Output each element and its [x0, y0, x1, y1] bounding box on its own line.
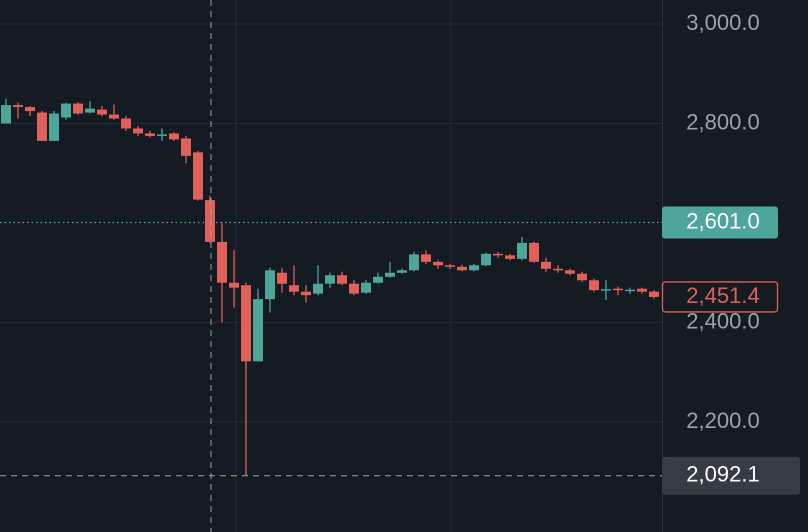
candle-body [241, 285, 251, 362]
candle-body [265, 270, 275, 300]
candle-body [445, 265, 455, 267]
candle-body [325, 275, 335, 284]
candle-body [493, 253, 503, 256]
candle-body [457, 266, 467, 271]
candle-body [253, 299, 263, 362]
candle-body [61, 103, 71, 118]
marker-price-box [662, 206, 778, 239]
candle-body [85, 108, 95, 113]
candle-body [73, 103, 83, 114]
candle-body [349, 283, 359, 294]
grid [0, 23, 662, 423]
candle-body [625, 289, 635, 292]
crosshair-price-label: 2,092.1 [686, 462, 759, 487]
candle-body [37, 112, 47, 141]
candle-body [13, 105, 23, 108]
candle-body [577, 273, 587, 281]
candle-body [529, 242, 539, 262]
candle-body [169, 133, 179, 140]
crosshair-price-box [662, 456, 800, 495]
candle-body [313, 283, 323, 294]
candle-body [301, 291, 311, 296]
candle-body [289, 285, 299, 292]
candle-body [421, 254, 431, 262]
candle-body [553, 268, 563, 271]
candle-body [1, 105, 11, 124]
candle-body [145, 133, 155, 136]
candle-body [409, 254, 419, 271]
candle-body [109, 114, 119, 119]
last-price-label: 2,451.4 [686, 283, 759, 308]
price-axis: 2,200.02,400.02,800.03,000.02,601.02,451… [661, 10, 800, 495]
candle-body [181, 138, 191, 156]
candle-body [97, 109, 107, 115]
candle-body [193, 152, 203, 200]
candle-body [613, 288, 623, 291]
candle-body [541, 261, 551, 269]
candle-body [481, 253, 491, 266]
candle-body [205, 200, 215, 242]
candle-body [505, 255, 515, 259]
candle-body [433, 261, 443, 266]
y-tick-label: 2,200.0 [686, 408, 759, 433]
candle-body [133, 128, 143, 134]
candle-body [469, 265, 479, 271]
candle-body [373, 276, 383, 283]
candle-body [157, 134, 167, 136]
candle-body [337, 275, 347, 284]
candle-body [385, 272, 395, 277]
candle-body [49, 113, 59, 141]
candle-body [649, 291, 659, 297]
candle-body [361, 282, 371, 293]
y-tick-label: 2,800.0 [686, 109, 759, 134]
candles [1, 98, 659, 476]
candle-body [25, 107, 35, 112]
candle-body [517, 242, 527, 259]
price-lines [0, 221, 662, 477]
candle-body [397, 270, 407, 273]
candle-body [601, 289, 611, 291]
candle-body [121, 118, 131, 129]
candle-body [637, 288, 647, 292]
candle-body [277, 272, 287, 284]
y-tick-label: 3,000.0 [686, 10, 759, 35]
candle-body [589, 280, 599, 291]
candle-body [229, 282, 239, 288]
last-price-box [661, 281, 779, 313]
candle-body [217, 241, 227, 283]
marker-price-label: 2,601.0 [686, 208, 759, 233]
candle-body [565, 270, 575, 274]
